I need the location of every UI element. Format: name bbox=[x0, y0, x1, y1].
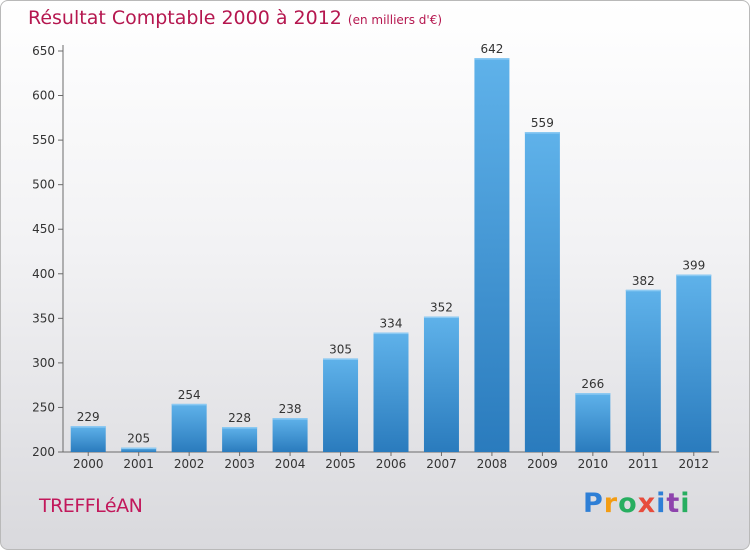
chart-title-text: Résultat Comptable 2000 à 2012 bbox=[28, 7, 342, 29]
bar bbox=[474, 58, 510, 453]
bar-value-label: 229 bbox=[77, 410, 100, 424]
bar-top-edge bbox=[323, 358, 359, 360]
bar-value-label: 334 bbox=[380, 317, 403, 331]
x-tick-label: 2005 bbox=[325, 457, 356, 471]
bar-value-label: 305 bbox=[329, 342, 352, 356]
x-tick-label: 2006 bbox=[376, 457, 407, 471]
y-tick-label: 300 bbox=[32, 356, 55, 370]
y-tick-label: 500 bbox=[32, 178, 55, 192]
x-tick-label: 2000 bbox=[73, 457, 104, 471]
logo-letter: r bbox=[603, 488, 619, 519]
bar bbox=[373, 332, 409, 452]
logo-letter: o bbox=[618, 488, 638, 519]
bar-top-edge bbox=[474, 58, 510, 60]
chart-subtitle: (en milliers d'€) bbox=[347, 13, 443, 27]
logo-letter: i bbox=[656, 488, 667, 519]
bar-top-edge bbox=[171, 403, 207, 406]
bar bbox=[70, 426, 106, 452]
bar-top-edge bbox=[121, 447, 157, 450]
bar-value-label: 399 bbox=[682, 259, 705, 273]
y-tick-label: 450 bbox=[32, 222, 55, 236]
bar-top-edge bbox=[676, 274, 712, 277]
bar-value-label: 382 bbox=[632, 274, 655, 288]
logo-letter: P bbox=[583, 488, 604, 519]
bar-top-edge bbox=[222, 427, 258, 429]
y-tick-label: 250 bbox=[32, 400, 55, 414]
x-tick-label: 2004 bbox=[275, 457, 306, 471]
bar-value-label: 352 bbox=[430, 301, 453, 315]
bar-value-label: 559 bbox=[531, 116, 554, 130]
chart-title: Résultat Comptable 2000 à 2012 (en millie… bbox=[28, 7, 442, 29]
bar bbox=[121, 447, 157, 452]
town-name: TREFFLéAN bbox=[39, 495, 143, 517]
y-tick-label: 550 bbox=[32, 133, 55, 147]
bar-top-edge bbox=[524, 132, 560, 134]
x-tick-label: 2012 bbox=[678, 457, 709, 471]
bar bbox=[575, 393, 611, 452]
bar-top-edge bbox=[625, 289, 661, 292]
x-tick-label: 2011 bbox=[628, 457, 659, 471]
bar-top-edge bbox=[373, 332, 409, 335]
bar-value-label: 205 bbox=[127, 432, 150, 446]
bar-value-label: 642 bbox=[480, 42, 503, 56]
bar bbox=[423, 316, 459, 452]
y-tick-label: 400 bbox=[32, 267, 55, 281]
bar-value-label: 238 bbox=[279, 402, 302, 416]
x-tick-label: 2007 bbox=[426, 457, 457, 471]
x-tick-label: 2002 bbox=[174, 457, 205, 471]
bar bbox=[524, 132, 560, 452]
bar-value-label: 266 bbox=[581, 377, 604, 391]
bar-top-edge bbox=[70, 426, 106, 428]
proxiti-logo: Proxiti bbox=[583, 488, 691, 519]
x-tick-label: 2001 bbox=[123, 457, 154, 471]
bar bbox=[676, 274, 712, 452]
bar bbox=[625, 289, 661, 452]
logo-letter: t bbox=[666, 488, 681, 519]
logo-letter: x bbox=[637, 488, 657, 519]
bar-top-edge bbox=[575, 393, 611, 395]
y-tick-label: 350 bbox=[32, 311, 55, 325]
x-tick-label: 2010 bbox=[578, 457, 609, 471]
y-tick-label: 600 bbox=[32, 89, 55, 103]
bar bbox=[171, 403, 207, 452]
bar-value-label: 254 bbox=[178, 388, 201, 402]
bar-top-edge bbox=[272, 418, 308, 420]
bar bbox=[323, 358, 359, 452]
y-tick-label: 650 bbox=[32, 44, 55, 58]
logo-letter: i bbox=[680, 488, 691, 519]
bar-top-edge bbox=[423, 316, 459, 319]
x-tick-label: 2008 bbox=[477, 457, 508, 471]
bar-value-label: 228 bbox=[228, 411, 251, 425]
bar bbox=[272, 418, 308, 452]
x-tick-label: 2003 bbox=[224, 457, 255, 471]
bar bbox=[222, 427, 258, 452]
y-tick-label: 200 bbox=[32, 445, 55, 459]
x-tick-label: 2009 bbox=[527, 457, 558, 471]
